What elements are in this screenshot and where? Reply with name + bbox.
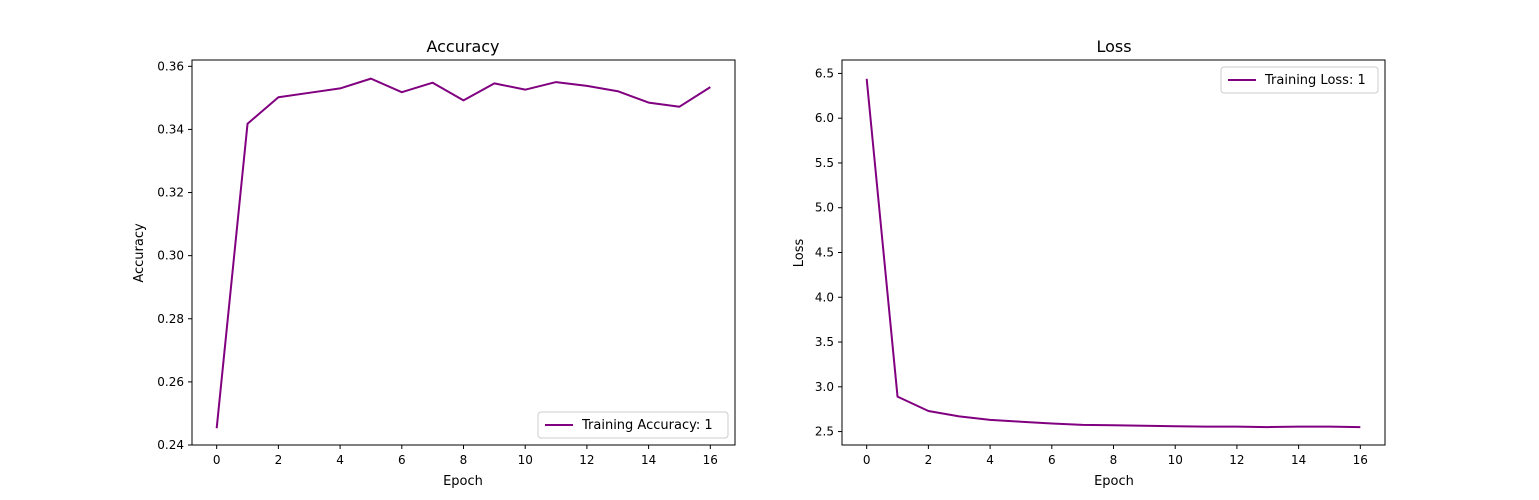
accuracy-legend-label: Training Accuracy: 1 — [581, 418, 713, 433]
loss-legend-box — [1220, 66, 1379, 94]
accuracy-y-tick-label: 0.26 — [157, 375, 184, 389]
accuracy-y-tick-label: 0.32 — [157, 186, 184, 200]
accuracy-y-ticks: 0.24 0.26 0.28 0.30 0.32 0.34 0.36 — [157, 59, 192, 452]
loss-x-tick-label: 6 — [1048, 453, 1056, 467]
accuracy-x-tick-label: 4 — [336, 453, 344, 467]
loss-chart: Loss 0 2 4 6 8 10 12 14 16 2.5 3.0 3.5 4.0 4.5 5.0 5.5… — [792, 37, 1386, 489]
loss-y-tick-label: 4.0 — [815, 290, 834, 304]
loss-legend-label: Training Loss: 1 — [1264, 73, 1366, 88]
accuracy-legend: Training Accuracy: 1 — [537, 411, 729, 439]
accuracy-series — [215, 77, 711, 429]
loss-x-tick-label: 10 — [1168, 453, 1183, 467]
loss-x-tick-label: 4 — [986, 453, 994, 467]
loss-x-axis-label: Epoch — [1094, 474, 1134, 489]
loss-legend: Training Loss: 1 — [1220, 66, 1379, 94]
accuracy-x-axis-label: Epoch — [443, 474, 483, 489]
loss-x-tick-label: 16 — [1353, 453, 1368, 467]
loss-y-tick-label: 5.0 — [815, 201, 834, 215]
loss-x-tick-label: 12 — [1229, 453, 1244, 467]
loss-y-tick-label: 4.5 — [815, 246, 834, 260]
loss-x-tick-label: 2 — [925, 453, 933, 467]
accuracy-x-ticks: 0 2 4 6 8 10 12 14 16 — [213, 445, 718, 467]
loss-y-ticks: 2.5 3.0 3.5 4.0 4.5 5.0 5.5 6.0 6.5 — [815, 66, 842, 439]
loss-y-tick-label: 3.5 — [815, 335, 834, 349]
accuracy-x-tick-label: 8 — [460, 453, 468, 467]
loss-x-ticks: 0 2 4 6 8 10 12 14 16 — [863, 445, 1368, 467]
accuracy-x-tick-label: 2 — [275, 453, 283, 467]
loss-series — [865, 78, 1361, 429]
accuracy-y-tick-label: 0.28 — [157, 312, 184, 326]
loss-y-axis-label: Loss — [792, 239, 807, 268]
loss-x-tick-label: 8 — [1110, 453, 1118, 467]
accuracy-x-tick-label: 6 — [398, 453, 406, 467]
loss-x-tick-label: 0 — [863, 453, 871, 467]
accuracy-y-tick-label: 0.30 — [157, 249, 184, 263]
accuracy-chart-title: Accuracy — [426, 37, 499, 56]
accuracy-y-tick-label: 0.24 — [157, 438, 184, 452]
loss-y-tick-label: 2.5 — [815, 425, 834, 439]
loss-x-tick-label: 14 — [1291, 453, 1306, 467]
accuracy-y-tick-label: 0.36 — [157, 59, 184, 73]
accuracy-x-tick-label: 0 — [213, 453, 221, 467]
accuracy-x-tick-label: 12 — [579, 453, 594, 467]
accuracy-x-tick-label: 16 — [703, 453, 718, 467]
loss-y-tick-label: 6.0 — [815, 111, 834, 125]
loss-y-tick-label: 5.5 — [815, 156, 834, 170]
accuracy-y-tick-label: 0.34 — [157, 122, 184, 136]
loss-y-tick-label: 6.5 — [815, 66, 834, 80]
accuracy-x-tick-label: 14 — [641, 453, 656, 467]
loss-plot-frame — [841, 59, 1386, 446]
accuracy-chart: Accuracy 0 2 4 6 8 10 12 14 16 0.240.260.280.300… — [132, 37, 736, 489]
accuracy-y-axis-label: Accuracy — [132, 223, 147, 283]
accuracy-x-tick-label: 10 — [518, 453, 533, 467]
accuracy-series-line — [215, 77, 711, 429]
accuracy-legend-box — [537, 411, 729, 439]
loss-chart-title: Loss — [1096, 37, 1131, 56]
loss-series-line — [865, 78, 1361, 429]
accuracy-plot-frame — [191, 59, 736, 446]
loss-y-tick-label: 3.0 — [815, 380, 834, 394]
